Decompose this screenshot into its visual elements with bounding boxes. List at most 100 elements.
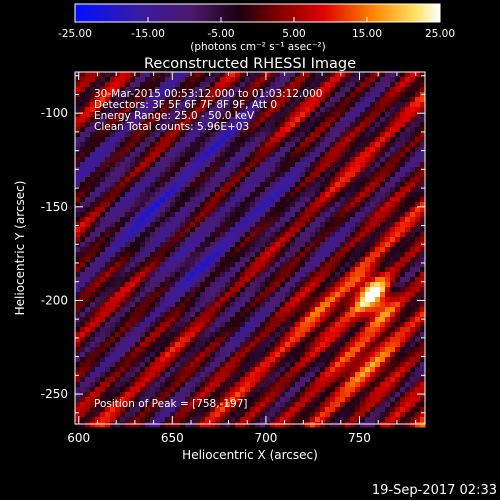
heatmap-cell [250,372,256,378]
heatmap-cell [330,222,336,228]
heatmap-cell [315,332,321,338]
heatmap-cell [275,317,281,323]
heatmap-cell [315,187,321,193]
heatmap-cell [380,397,386,403]
heatmap-cell [165,87,171,93]
heatmap-cell [270,257,276,263]
heatmap-cell [345,252,351,258]
heatmap-cell [230,197,236,203]
heatmap-cell [355,292,361,298]
heatmap-cell [170,212,176,218]
heatmap-cell [380,247,386,253]
heatmap-cell [360,82,366,88]
heatmap-cell [155,172,161,178]
heatmap-cell [350,312,356,318]
heatmap-cell [75,272,81,278]
heatmap-cell [325,237,331,243]
heatmap-cell [120,177,126,183]
heatmap-cell [150,157,156,163]
heatmap-cell [410,197,416,203]
heatmap-cell [360,127,366,133]
heatmap-cell [105,197,111,203]
heatmap-image [75,72,426,428]
heatmap-cell [280,127,286,133]
heatmap-cell [310,112,316,118]
heatmap-cell [415,407,421,413]
heatmap-cell [330,297,336,303]
heatmap-cell [285,142,291,148]
heatmap-cell [185,202,191,208]
heatmap-cell [265,92,271,98]
heatmap-cell [330,342,336,348]
heatmap-cell [220,247,226,253]
heatmap-cell [280,107,286,113]
heatmap-cell [80,412,86,418]
heatmap-cell [410,97,416,103]
heatmap-cell [340,227,346,233]
heatmap-cell [105,207,111,213]
heatmap-cell [170,97,176,103]
heatmap-cell [145,82,151,88]
heatmap-cell [75,162,81,168]
heatmap-cell [200,352,206,358]
heatmap-cell [385,337,391,343]
heatmap-cell [175,117,181,123]
heatmap-cell [155,87,161,93]
heatmap-cell [310,87,316,93]
heatmap-cell [245,177,251,183]
heatmap-cell [305,237,311,243]
heatmap-cell [95,322,101,328]
heatmap-cell [355,247,361,253]
heatmap-cell [285,387,291,393]
heatmap-cell [210,277,216,283]
heatmap-cell [390,77,396,83]
heatmap-cell [280,167,286,173]
heatmap-cell [200,382,206,388]
heatmap-cell [290,87,296,93]
heatmap-cell [125,172,131,178]
heatmap-cell [365,422,371,428]
heatmap-cell [250,242,256,248]
heatmap-cell [180,262,186,268]
heatmap-cell [125,372,131,378]
heatmap-cell [110,172,116,178]
heatmap-cell [350,352,356,358]
heatmap-cell [350,127,356,133]
heatmap-cell [85,72,91,78]
heatmap-cell [375,292,381,298]
heatmap-cell [180,72,186,78]
heatmap-cell [295,307,301,313]
heatmap-cell [330,247,336,253]
heatmap-cell [220,257,226,263]
heatmap-cell [310,167,316,173]
heatmap-cell [335,102,341,108]
heatmap-cell [290,282,296,288]
heatmap-cell [135,132,141,138]
heatmap-cell [165,77,171,83]
heatmap-cell [180,112,186,118]
heatmap-cell [255,402,261,408]
heatmap-cell [185,267,191,273]
heatmap-cell [270,207,276,213]
heatmap-cell [100,137,106,143]
heatmap-cell [360,352,366,358]
heatmap-cell [145,102,151,108]
heatmap-cell [85,112,91,118]
heatmap-cell [395,122,401,128]
heatmap-cell [285,297,291,303]
heatmap-cell [280,417,286,423]
heatmap-cell [120,122,126,128]
heatmap-cell [205,152,211,158]
heatmap-cell [415,282,421,288]
heatmap-cell [85,327,91,333]
heatmap-cell [115,152,121,158]
heatmap-cell [385,307,391,313]
heatmap-cell [240,127,246,133]
heatmap-cell [355,352,361,358]
heatmap-cell [145,282,151,288]
heatmap-cell [365,92,371,98]
heatmap-cell [260,112,266,118]
heatmap-cell [340,157,346,163]
heatmap-cell [305,92,311,98]
heatmap-cell [160,357,166,363]
